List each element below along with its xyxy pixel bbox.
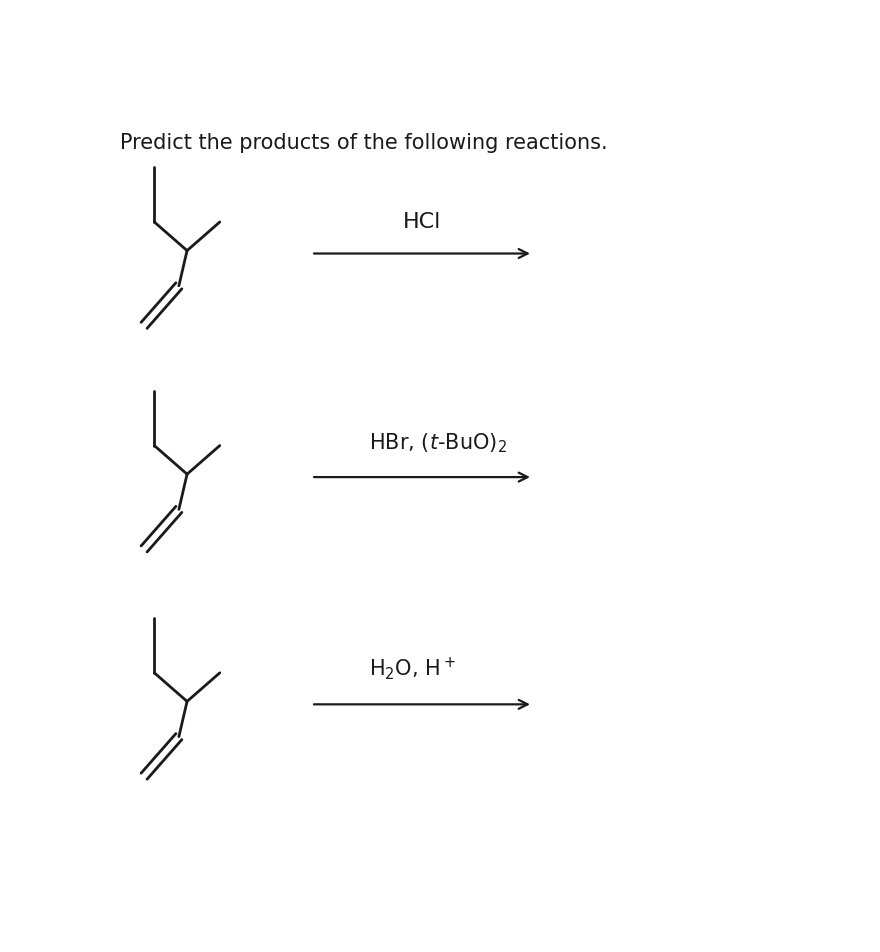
- Text: H$_2$O, H$^+$: H$_2$O, H$^+$: [370, 655, 456, 683]
- Text: HBr, ($\it{t}$-BuO)$_2$: HBr, ($\it{t}$-BuO)$_2$: [370, 431, 507, 455]
- Text: Predict the products of the following reactions.: Predict the products of the following re…: [121, 132, 608, 152]
- Text: HCl: HCl: [402, 211, 441, 231]
